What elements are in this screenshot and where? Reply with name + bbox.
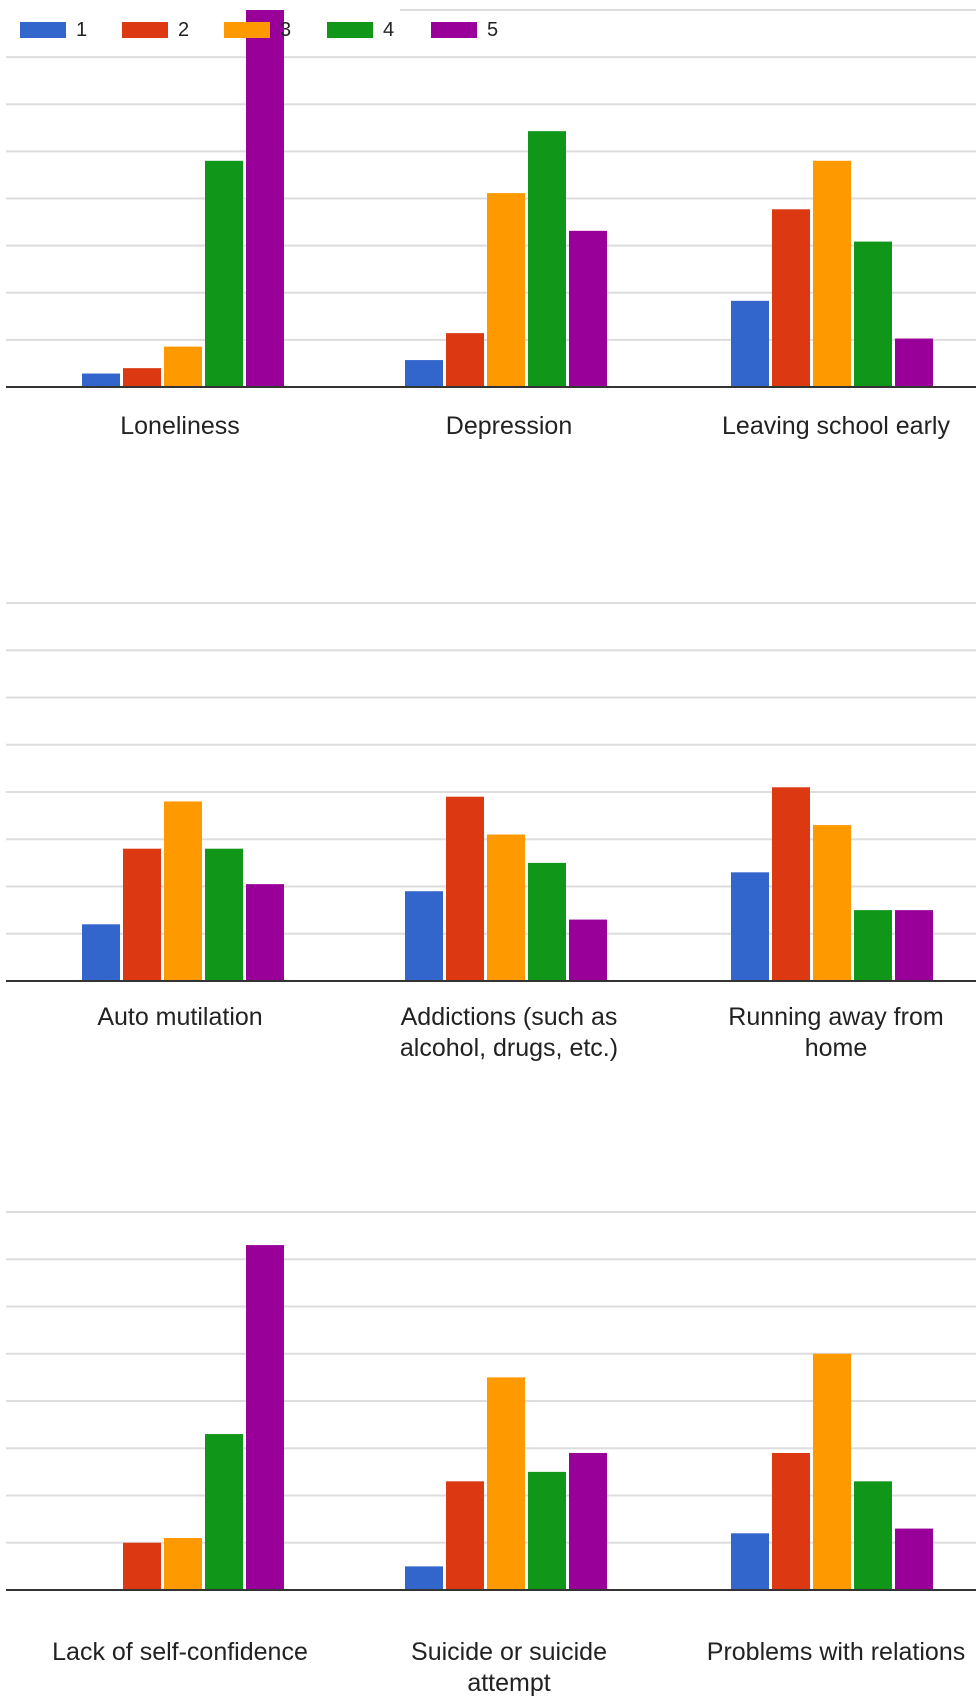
bar-loneliness-4 (205, 160, 243, 387)
bar-problems-with-relations-5 (895, 1528, 933, 1590)
bar-problems-with-relations-4 (854, 1481, 892, 1590)
category-label: Lack of self-confidence (52, 1638, 308, 1666)
bar-lack-of-self-confidence-2 (123, 1542, 161, 1590)
legend-label: 4 (383, 19, 395, 41)
bar-problems-with-relations-2 (772, 1452, 810, 1590)
category-label: Problems with relations (706, 1638, 966, 1666)
bar-addictions-such-as-alcohol-drugs-etc-3 (487, 834, 525, 981)
chart-panel-1 (6, 9, 976, 388)
legend-swatch (327, 22, 373, 38)
bar-suicide-or-suicide-attempt-5 (569, 1452, 607, 1590)
bar-loneliness-3 (164, 346, 202, 387)
bar-depression-1 (405, 360, 443, 387)
category-label: Addictions (such as alcohol, drugs, etc.… (399, 1003, 619, 1062)
bar-lack-of-self-confidence-3 (164, 1538, 202, 1590)
bar-auto-mutilation-5 (246, 884, 284, 981)
bar-leaving-school-early-3 (813, 160, 851, 387)
legend-label: 2 (178, 19, 190, 41)
legend-label: 5 (487, 19, 499, 41)
bar-running-away-from-home-5 (895, 910, 933, 981)
bar-leaving-school-early-4 (854, 241, 892, 387)
bar-leaving-school-early-2 (772, 209, 810, 387)
bar-addictions-such-as-alcohol-drugs-etc-2 (446, 796, 484, 981)
chart-panel-2 (6, 602, 976, 982)
bar-suicide-or-suicide-attempt-3 (487, 1377, 525, 1590)
bar-running-away-from-home-2 (772, 787, 810, 981)
chart-panel-3 (6, 1211, 976, 1591)
category-label: Running away from home (728, 1003, 944, 1062)
bar-problems-with-relations-1 (731, 1533, 769, 1590)
bar-depression-5 (569, 230, 607, 387)
bar-addictions-such-as-alcohol-drugs-etc-1 (405, 891, 443, 981)
bar-suicide-or-suicide-attempt-1 (405, 1566, 443, 1590)
bar-lack-of-self-confidence-4 (205, 1434, 243, 1590)
legend-swatch (122, 22, 168, 38)
bar-lack-of-self-confidence-5 (246, 1245, 284, 1590)
bar-suicide-or-suicide-attempt-4 (528, 1471, 566, 1590)
category-label: Suicide or suicide attempt (411, 1638, 607, 1697)
legend-swatch (431, 22, 477, 38)
bar-loneliness-5 (246, 10, 284, 387)
bar-auto-mutilation-3 (164, 801, 202, 981)
bar-depression-2 (446, 333, 484, 387)
bar-depression-4 (528, 131, 566, 387)
bar-addictions-such-as-alcohol-drugs-etc-4 (528, 862, 566, 981)
bar-running-away-from-home-3 (813, 825, 851, 981)
category-label: Depression (445, 412, 573, 440)
category-label: Leaving school early (722, 412, 950, 440)
legend-label: 1 (76, 19, 88, 41)
bar-auto-mutilation-2 (123, 848, 161, 981)
legend-label: 3 (280, 19, 292, 41)
bar-leaving-school-early-1 (731, 300, 769, 387)
legend-swatch (224, 22, 270, 38)
category-label: Loneliness (120, 412, 240, 440)
bar-running-away-from-home-1 (731, 872, 769, 981)
bar-depression-3 (487, 193, 525, 387)
legend-swatch (20, 22, 66, 38)
bar-auto-mutilation-4 (205, 848, 243, 981)
bar-problems-with-relations-3 (813, 1353, 851, 1590)
bar-addictions-such-as-alcohol-drugs-etc-5 (569, 919, 607, 981)
bar-loneliness-1 (82, 373, 120, 387)
bar-auto-mutilation-1 (82, 924, 120, 981)
bar-loneliness-2 (123, 368, 161, 387)
bar-running-away-from-home-4 (854, 910, 892, 981)
category-label: Auto mutilation (97, 1003, 263, 1031)
bar-leaving-school-early-5 (895, 338, 933, 387)
bar-suicide-or-suicide-attempt-2 (446, 1481, 484, 1590)
